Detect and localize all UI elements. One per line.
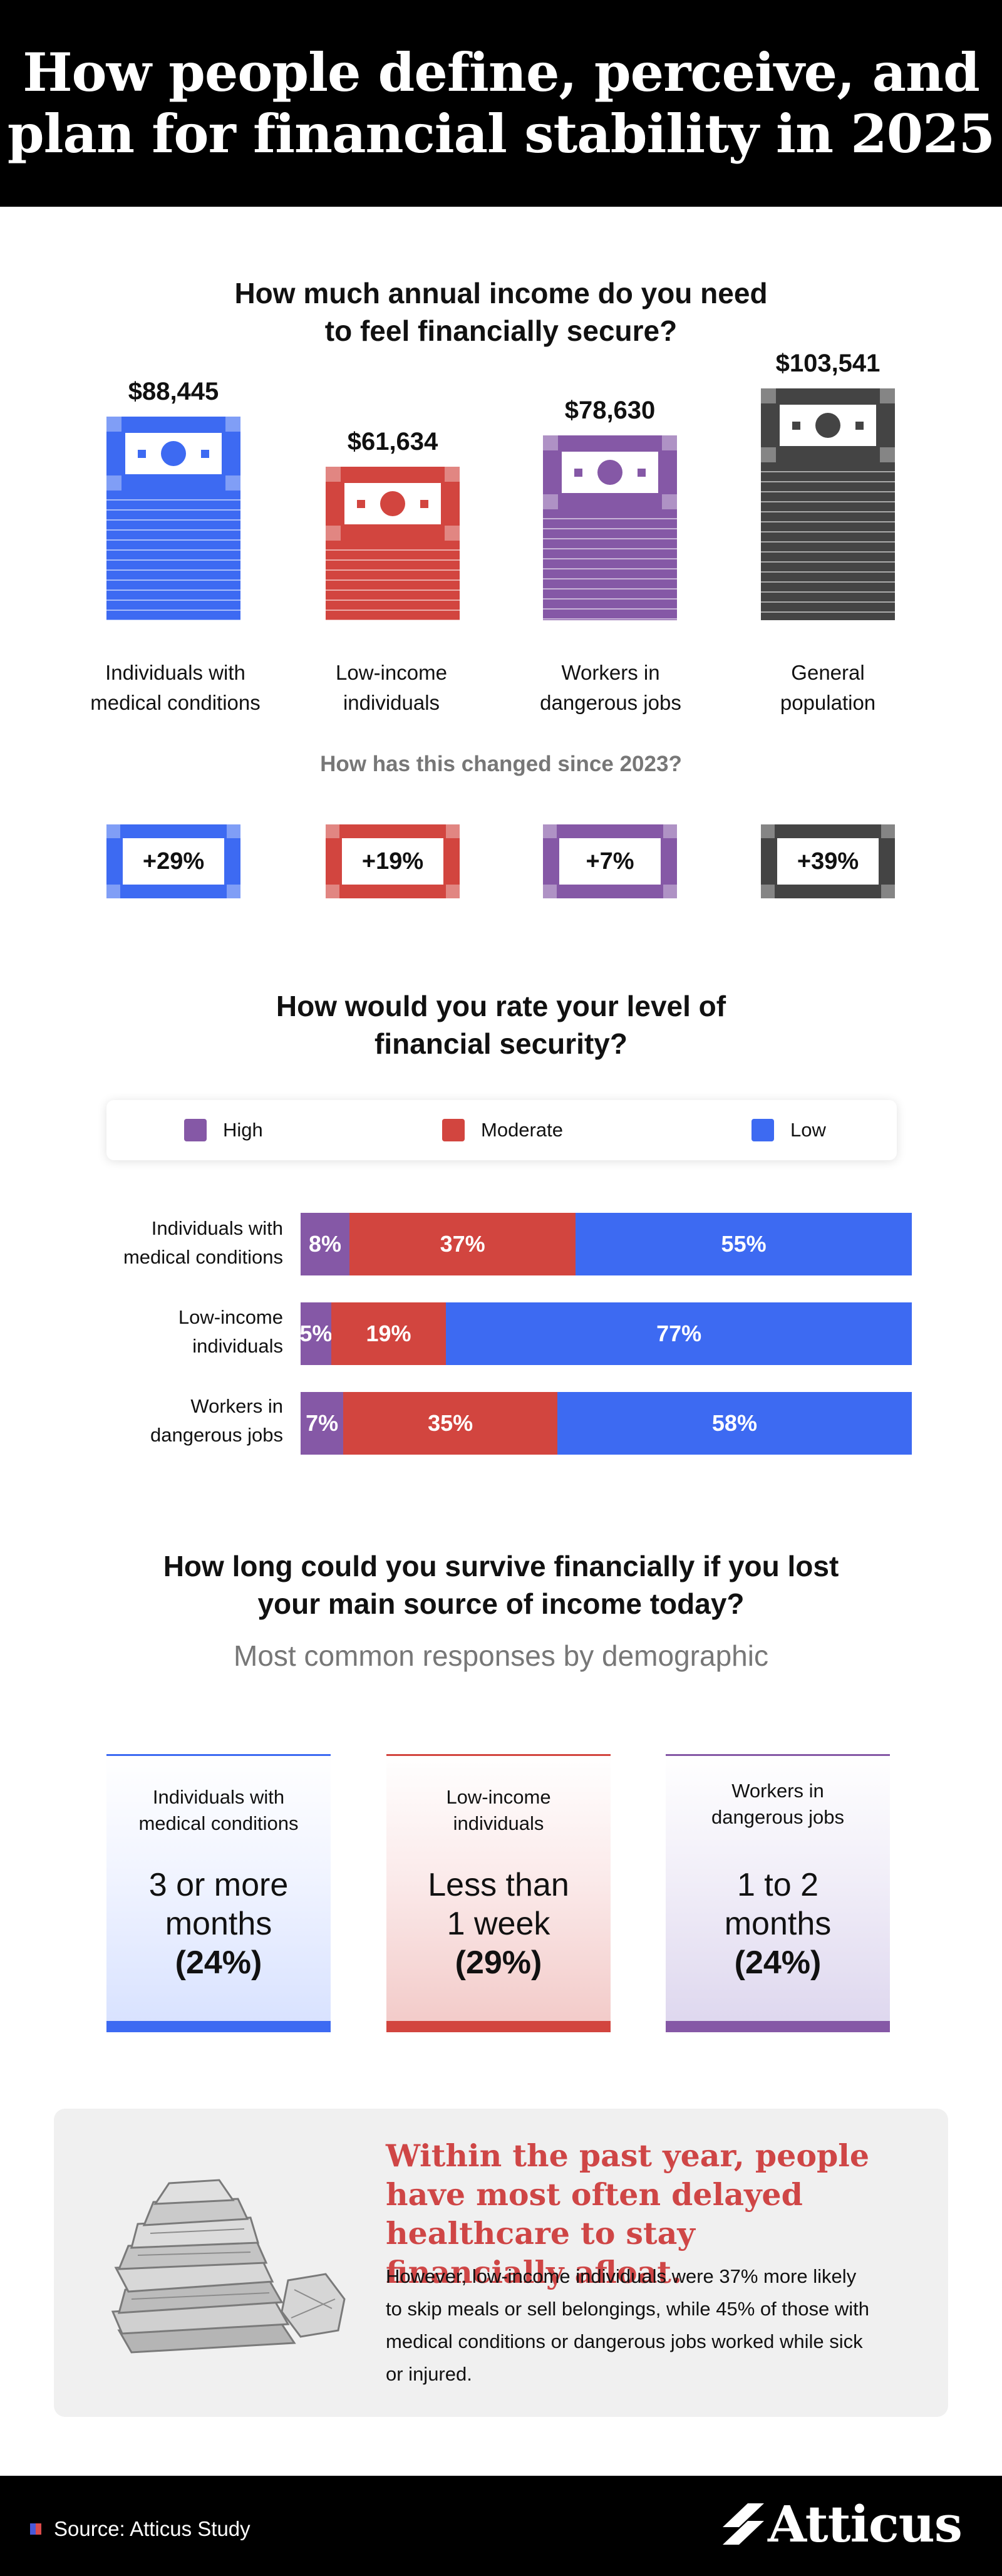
atticus-logo-text: Atticus xyxy=(768,2495,963,2553)
footer xyxy=(0,2476,1002,2576)
security-title-line1: How would you rate your level of xyxy=(276,990,726,1022)
legend-item-moderate: Moderate xyxy=(442,1119,563,1141)
source-note: Source: Atticus Study xyxy=(30,2517,250,2541)
money-stack xyxy=(106,491,240,620)
income-category-label: Individuals with medical conditions xyxy=(90,661,261,714)
crumpled-papers-illustration xyxy=(111,2179,346,2354)
legend-item-high: High xyxy=(184,1119,263,1141)
security-section-title: How would you rate your level of financi… xyxy=(0,987,1002,1062)
survive-section-title: How long could you survive financially i… xyxy=(0,1547,1002,1623)
stacked-bar-row: 8% 37% 55% xyxy=(301,1213,912,1275)
card-answer: Less than 1 week xyxy=(428,1867,569,1942)
atticus-logo-icon xyxy=(723,2503,764,2545)
source-icon xyxy=(30,2523,41,2535)
money-bill-icon xyxy=(106,417,240,491)
survive-subtitle: Most common responses by demographic xyxy=(234,1639,768,1672)
survive-card-dangerous: Workers in dangerous jobs 1 to 2 months (2… xyxy=(666,1754,890,2032)
bar-segment-low: 77% xyxy=(446,1302,912,1365)
security-title-line2: financial security? xyxy=(374,1027,628,1060)
card-percent: (24%) xyxy=(734,1945,822,1981)
card-label: Low-income individuals xyxy=(446,1786,551,1834)
change-badge: +7% xyxy=(543,824,677,898)
card-bottom-bar xyxy=(106,2021,331,2032)
bar-segment-moderate: 35% xyxy=(343,1392,557,1455)
legend-swatch-low xyxy=(752,1119,774,1141)
income-bar: $78,630 xyxy=(543,397,677,621)
income-title-line1: How much annual income do you need xyxy=(234,277,768,309)
change-badge: +29% xyxy=(106,824,240,898)
legend-swatch-moderate xyxy=(442,1119,465,1141)
chart-legend: High Moderate Low xyxy=(106,1100,897,1160)
income-title-line2: to feel financially secure? xyxy=(324,314,678,347)
survive-card-medical: Individuals with medical conditions 3 or … xyxy=(106,1754,331,2032)
income-amount-label: $103,541 xyxy=(775,350,881,377)
card-percent: (24%) xyxy=(175,1945,262,1981)
income-bar: $103,541 xyxy=(761,350,895,621)
bar-segment-low: 58% xyxy=(557,1392,912,1455)
money-bill-icon xyxy=(543,435,677,509)
survive-title-line1: How long could you survive financially i… xyxy=(163,1550,839,1582)
card-answer: 1 to 2 months xyxy=(724,1867,832,1942)
bar-row-label: Workers in dangerous jobs xyxy=(150,1395,283,1446)
money-stack xyxy=(761,462,895,620)
money-stack xyxy=(326,541,460,620)
legend-swatch-high xyxy=(184,1119,207,1141)
change-question: How has this changed since 2023? xyxy=(320,752,682,776)
stacked-bar-row: 7% 35% 58% xyxy=(301,1392,912,1455)
card-label: Workers in dangerous jobs xyxy=(711,1780,844,1828)
bar-row-label: Individuals with medical conditions xyxy=(123,1217,283,1268)
money-stack xyxy=(543,509,677,620)
income-section-title: How much annual income do you need to fe… xyxy=(0,274,1002,350)
bar-segment-moderate: 19% xyxy=(331,1302,447,1365)
income-amount-label: $78,630 xyxy=(564,397,656,424)
change-value: +7% xyxy=(559,838,661,885)
survive-title-line2: your main source of income today? xyxy=(257,1587,745,1620)
change-badge: +19% xyxy=(326,824,460,898)
bar-row-label: Low-income individuals xyxy=(178,1306,283,1357)
bar-segment-high: 7% xyxy=(301,1392,344,1455)
bar-segment-high: 8% xyxy=(301,1213,350,1275)
card-label: Individuals with medical conditions xyxy=(138,1786,299,1834)
income-bar: $61,634 xyxy=(326,428,460,621)
income-category-label: General population xyxy=(780,661,876,714)
bar-segment-low: 55% xyxy=(576,1213,912,1275)
money-bill-icon xyxy=(326,467,460,541)
income-category-label: Low-income individuals xyxy=(336,661,447,714)
income-amount-label: $61,634 xyxy=(347,428,438,455)
card-answer: 3 or more months xyxy=(148,1867,289,1942)
card-bottom-bar xyxy=(386,2021,611,2032)
atticus-logo[interactable]: Atticus xyxy=(719,2495,963,2553)
legend-item-low: Low xyxy=(752,1119,826,1141)
income-category-label: Workers in dangerous jobs xyxy=(540,661,681,714)
bar-segment-high: 5% xyxy=(299,1302,332,1365)
card-percent: (29%) xyxy=(455,1945,542,1981)
stacked-bar-row: 5% 19% 77% xyxy=(299,1302,912,1365)
change-value: +39% xyxy=(777,838,879,885)
card-bottom-bar xyxy=(666,2021,890,2032)
card-top-rule xyxy=(106,1754,331,1756)
income-amount-label: $88,445 xyxy=(128,378,219,405)
card-top-rule xyxy=(386,1754,611,1756)
money-bill-icon xyxy=(761,388,895,462)
page-title-line1: How people define, perceive, and xyxy=(23,41,980,103)
card-top-rule xyxy=(666,1754,890,1756)
header: How people define, perceive, and plan fo… xyxy=(0,0,1002,207)
change-value: +19% xyxy=(342,838,443,885)
bar-segment-moderate: 37% xyxy=(349,1213,576,1275)
income-bar: $88,445 xyxy=(106,378,240,621)
change-value: +29% xyxy=(123,838,224,885)
callout-title: Within the past year, people have most o… xyxy=(386,2137,870,2290)
callout-body: However, low-income individuals were 37%… xyxy=(386,2265,869,2385)
survive-card-low-income: Low-income individuals Less than 1 week (2… xyxy=(386,1754,611,2032)
change-badge: +39% xyxy=(761,824,895,898)
page-title-line2: plan for financial stability in 2025 xyxy=(7,103,995,165)
